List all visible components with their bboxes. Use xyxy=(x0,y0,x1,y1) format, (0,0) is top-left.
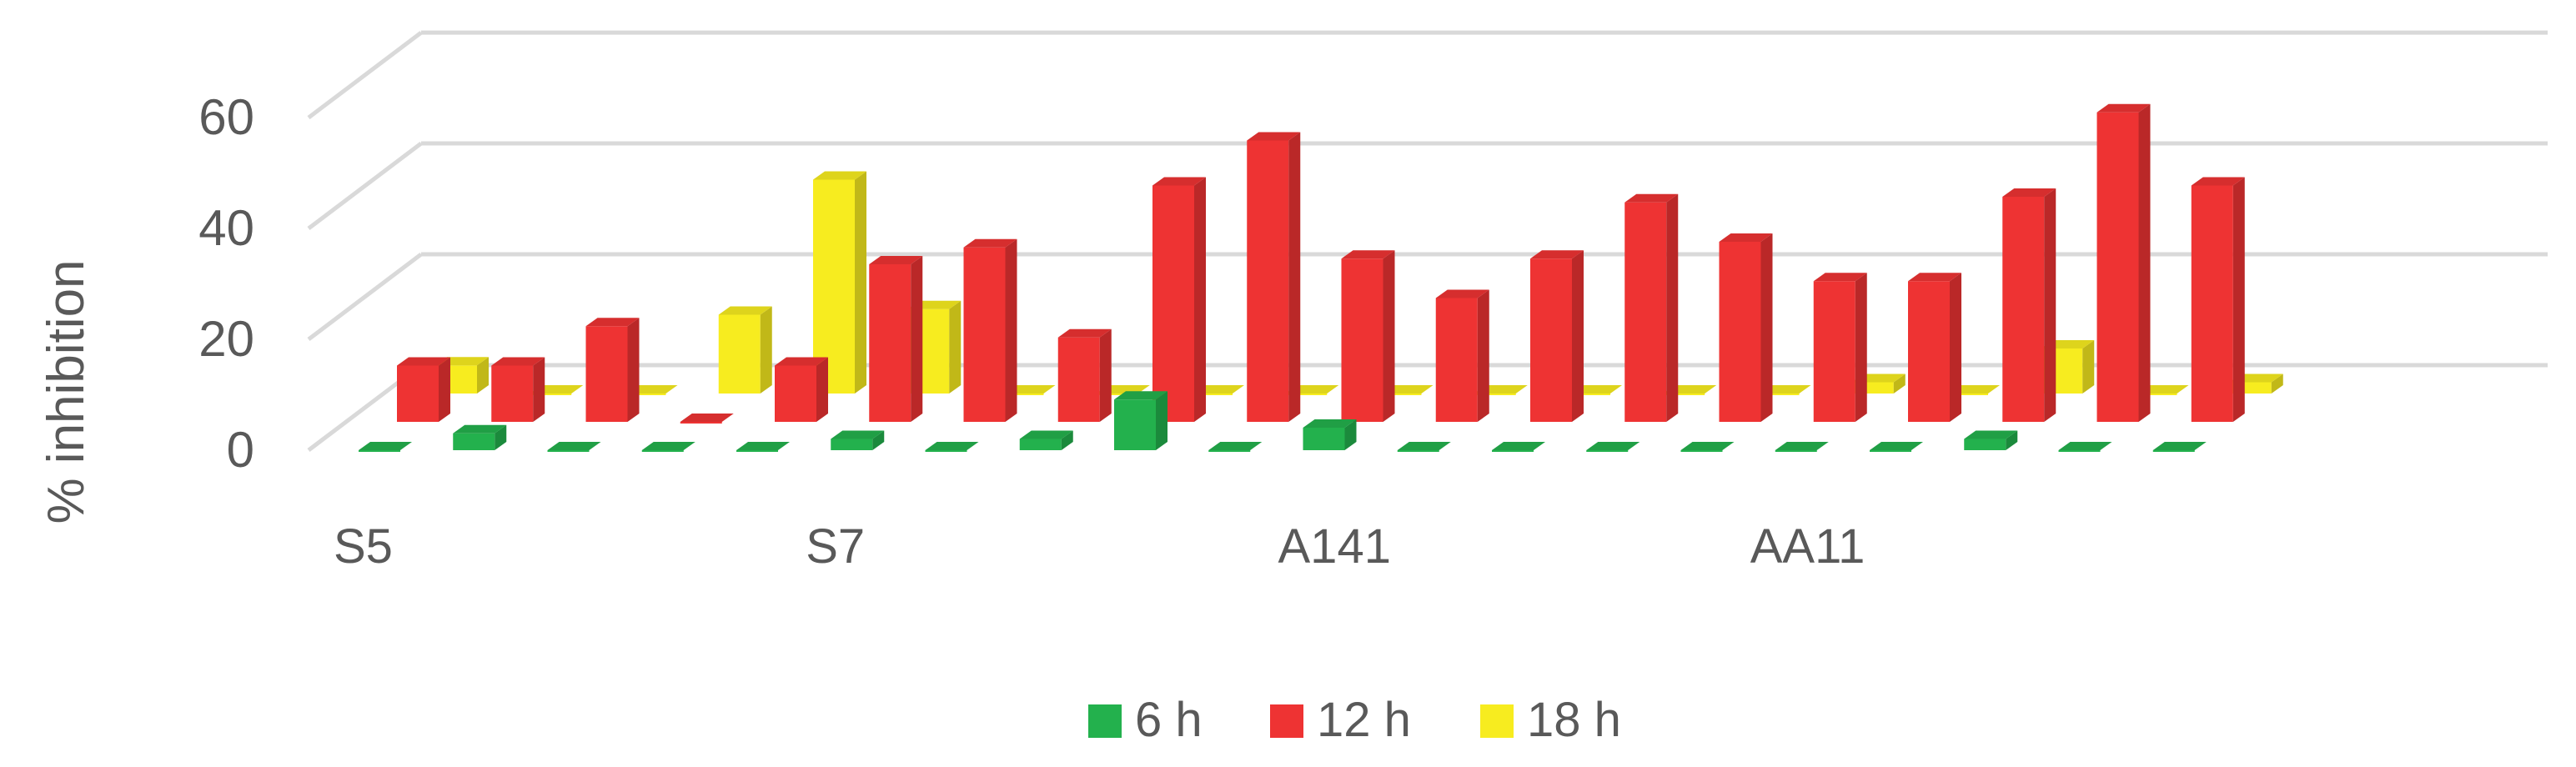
x-category-label: A141 xyxy=(1278,519,1391,574)
bar-6h-7 xyxy=(1019,430,1073,450)
x-category-label: AA11 xyxy=(1750,519,1865,574)
bar-12h-0 xyxy=(397,357,450,422)
bar-6h-5 xyxy=(831,430,885,450)
bar-12h-17 xyxy=(2002,188,2056,422)
bar-6h-19 xyxy=(2152,442,2207,452)
legend-item: 12 h xyxy=(1270,693,1411,747)
gridline-depth xyxy=(307,142,423,231)
y-tick-label: 40 xyxy=(198,200,254,256)
bar-18h-4 xyxy=(813,171,866,394)
bar-12h-1 xyxy=(491,357,545,422)
bar-12h-10 xyxy=(1341,250,1395,422)
legend-swatch xyxy=(1088,704,1122,738)
bar-6h-2 xyxy=(547,442,601,452)
y-tick-label: 20 xyxy=(198,311,254,367)
bar-6h-14 xyxy=(1680,442,1735,452)
bar-6h-3 xyxy=(641,442,695,452)
gridline-depth xyxy=(307,253,423,342)
bar-6h-17 xyxy=(1964,430,2018,450)
y-axis-label: % inhibition xyxy=(38,259,95,524)
bar-6h-10 xyxy=(1303,419,1357,450)
bar-12h-14 xyxy=(1719,233,1773,422)
bar-12h-3 xyxy=(680,414,734,424)
y-axis-ticks: 0 20 40 60 xyxy=(198,89,254,478)
bar-12h-12 xyxy=(1530,250,1584,422)
bars xyxy=(359,103,2283,452)
bar-6h-0 xyxy=(359,442,412,452)
bar-6h-9 xyxy=(1208,442,1263,452)
bar-12h-4 xyxy=(775,357,828,422)
bar-6h-6 xyxy=(925,442,979,452)
legend-item: 6 h xyxy=(1088,693,1203,747)
bar-6h-18 xyxy=(2058,442,2112,452)
bar-12h-11 xyxy=(1435,289,1489,422)
bar-6h-13 xyxy=(1586,442,1640,452)
gridline-depth xyxy=(307,31,423,120)
bar-6h-1 xyxy=(453,424,507,450)
bar-12h-13 xyxy=(1624,193,1679,422)
y-tick-label: 0 xyxy=(227,422,254,478)
bar-6h-15 xyxy=(1775,442,1829,452)
bar-12h-6 xyxy=(963,238,1017,422)
bar-12h-15 xyxy=(1813,273,1867,422)
legend-swatch xyxy=(1270,704,1303,738)
x-category-label: S5 xyxy=(334,519,393,574)
x-axis-labels: S5 S7 A141 AA11 xyxy=(334,519,1865,574)
bar-6h-11 xyxy=(1397,442,1451,452)
bar-6h-4 xyxy=(736,442,790,452)
legend-label: 6 h xyxy=(1135,693,1203,747)
bar-12h-8 xyxy=(1152,177,1206,422)
legend-swatch xyxy=(1480,704,1514,738)
legend-label: 12 h xyxy=(1317,693,1411,747)
legend: 6 h 12 h 18 h xyxy=(1088,693,1621,747)
x-category-label: S7 xyxy=(806,519,865,574)
bar-6h-16 xyxy=(1870,442,1923,452)
y-tick-label: 60 xyxy=(198,89,254,145)
bar-12h-18 xyxy=(2096,103,2151,422)
bar-12h-16 xyxy=(1908,273,1961,422)
bar-12h-7 xyxy=(1057,328,1112,422)
bar-6h-12 xyxy=(1492,442,1545,452)
legend-item: 18 h xyxy=(1480,693,1621,747)
legend-label: 18 h xyxy=(1527,693,1621,747)
bar-12h-19 xyxy=(2191,177,2245,422)
bar-12h-9 xyxy=(1247,132,1301,422)
bar-12h-5 xyxy=(869,256,923,422)
bar-12h-2 xyxy=(585,318,640,422)
bar-18h-3 xyxy=(718,306,772,394)
bar-6h-8 xyxy=(1114,391,1167,450)
